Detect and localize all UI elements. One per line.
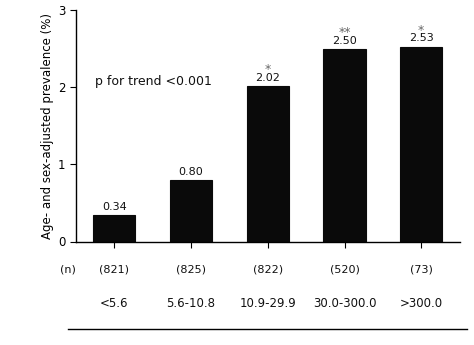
Text: *: * xyxy=(418,23,424,37)
Text: 2.53: 2.53 xyxy=(409,33,434,43)
Text: (n): (n) xyxy=(60,265,76,275)
Text: p for trend <0.001: p for trend <0.001 xyxy=(95,75,212,88)
Text: 10.9-29.9: 10.9-29.9 xyxy=(239,297,296,310)
Text: 2.02: 2.02 xyxy=(255,73,280,83)
Text: <5.6: <5.6 xyxy=(100,297,128,310)
Text: 30.0-300.0: 30.0-300.0 xyxy=(313,297,376,310)
Text: 0.80: 0.80 xyxy=(179,167,203,177)
Text: (822): (822) xyxy=(253,265,283,275)
Bar xyxy=(323,49,365,242)
Text: (825): (825) xyxy=(176,265,206,275)
Text: **: ** xyxy=(338,26,351,39)
Text: (520): (520) xyxy=(329,265,359,275)
Text: *: * xyxy=(264,63,271,76)
Text: 2.50: 2.50 xyxy=(332,36,357,46)
Bar xyxy=(93,215,136,242)
Bar xyxy=(246,86,289,242)
Text: 0.34: 0.34 xyxy=(102,202,127,212)
Text: (73): (73) xyxy=(410,265,433,275)
Text: 5.6-10.8: 5.6-10.8 xyxy=(166,297,216,310)
Text: >300.0: >300.0 xyxy=(400,297,443,310)
Y-axis label: Age- and sex-adjusted prevalence (%): Age- and sex-adjusted prevalence (%) xyxy=(41,13,54,239)
Bar xyxy=(170,180,212,242)
Text: (821): (821) xyxy=(100,265,129,275)
Bar xyxy=(400,47,442,242)
